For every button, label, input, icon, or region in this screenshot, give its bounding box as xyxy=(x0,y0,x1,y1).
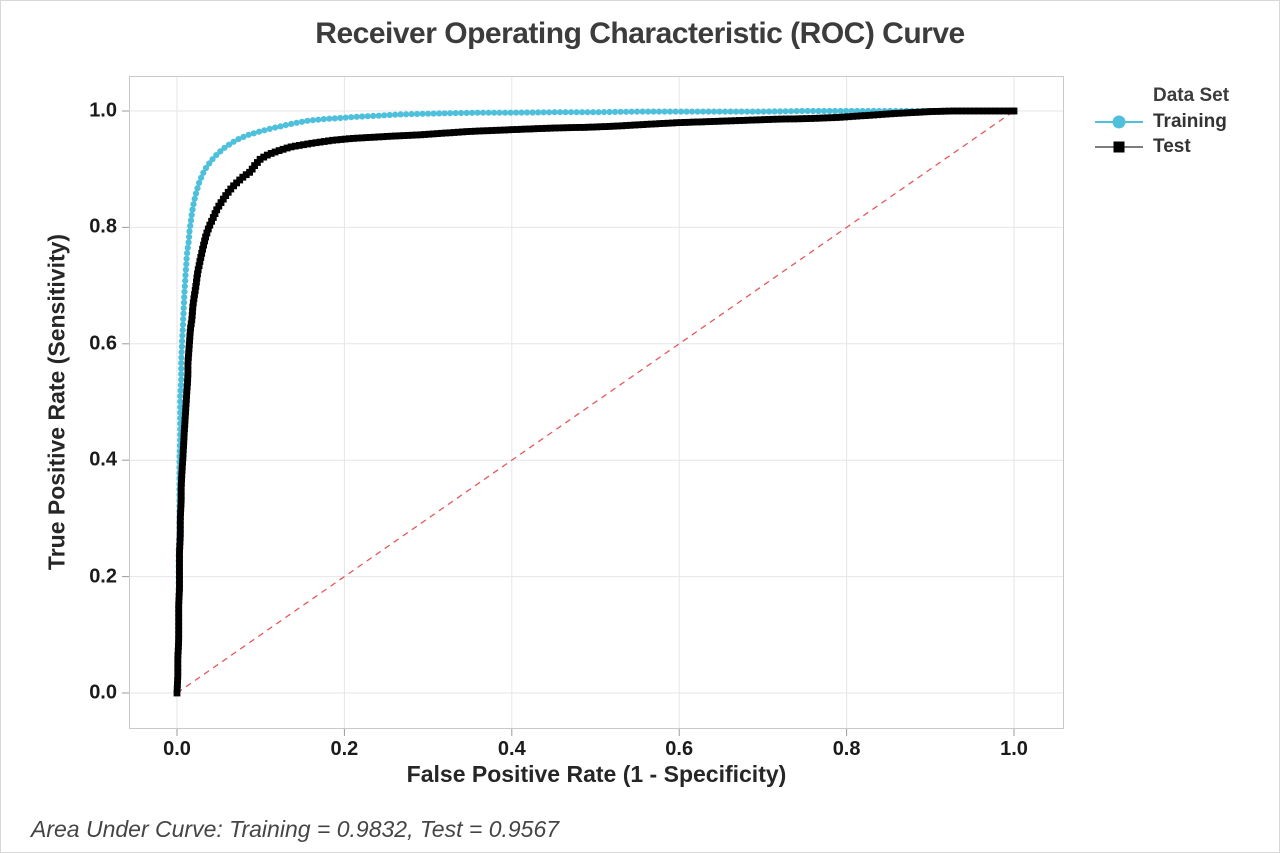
legend-entry-test: Test xyxy=(1095,134,1229,159)
legend-label-test: Test xyxy=(1153,135,1191,157)
y-tick-label: 0.4 xyxy=(89,448,117,471)
chart-title: Receiver Operating Characteristic (ROC) … xyxy=(315,17,965,50)
y-axis-tick-labels: 0.0 0.2 0.4 0.6 0.8 1.0 xyxy=(1,76,117,729)
training-series-icon xyxy=(1095,115,1143,128)
y-tick-label: 1.0 xyxy=(89,99,117,122)
x-tick-label: 1.0 xyxy=(1000,738,1028,760)
legend-title: Data Set xyxy=(1153,85,1230,106)
x-tick-label: 0.8 xyxy=(832,738,861,760)
x-tick-label: 0.6 xyxy=(665,738,694,760)
x-axis-tick-labels: 0.0 0.2 0.4 0.6 0.8 1.0 xyxy=(129,738,1064,764)
x-tick-label: 0.4 xyxy=(497,738,526,760)
x-axis-title: False Positive Rate (1 - Specificity) xyxy=(406,761,787,787)
legend-label-training: Training xyxy=(1153,110,1227,132)
y-tick-label: 0.2 xyxy=(89,565,117,588)
x-tick-label: 0.2 xyxy=(330,738,359,760)
y-tick-label: 0.0 xyxy=(89,681,117,704)
auc-footnote: Area Under Curve: Training = 0.9832, Tes… xyxy=(31,816,560,842)
legend-entry-training: Training xyxy=(1095,109,1229,134)
y-tick-label: 0.6 xyxy=(89,332,117,355)
roc-plot-canvas xyxy=(122,76,1064,736)
y-tick-label: 0.8 xyxy=(89,215,117,238)
x-tick-label: 0.0 xyxy=(163,738,191,760)
test-series-icon xyxy=(1095,141,1143,152)
legend: Data Set Training Test xyxy=(1095,85,1229,159)
